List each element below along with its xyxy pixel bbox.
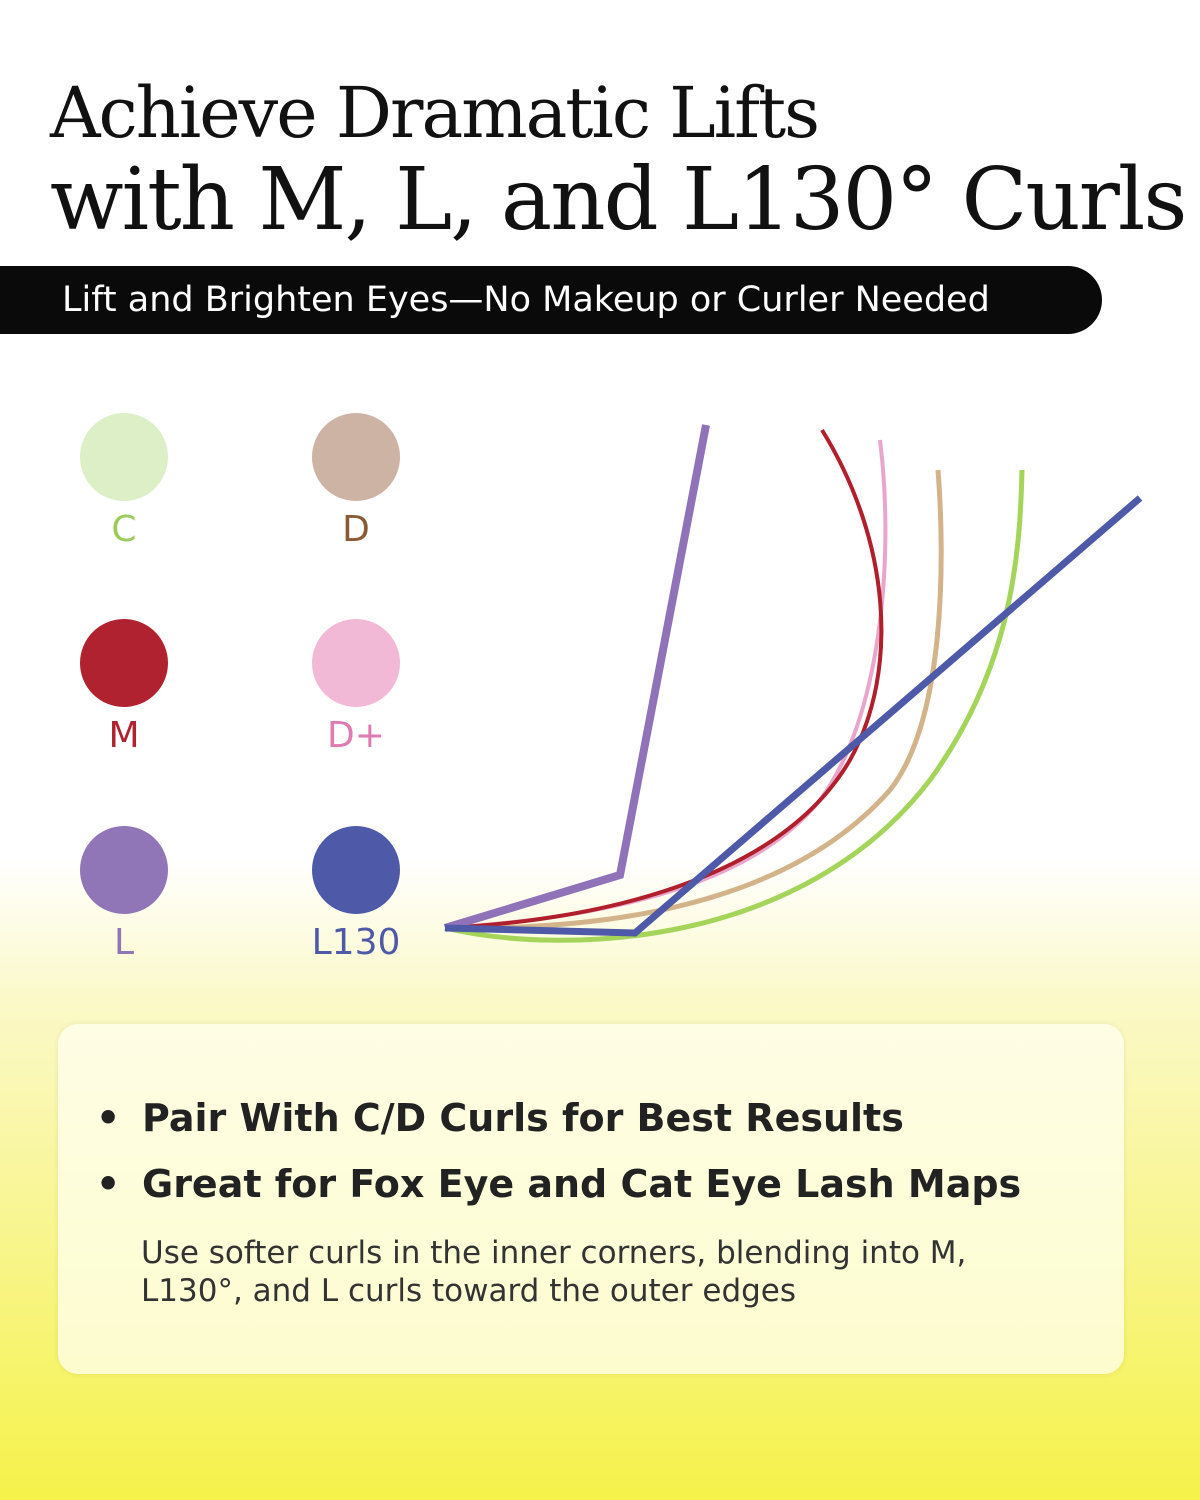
curl-l130-swatch <box>312 826 400 914</box>
title-line-2: with M, L, and L130° Curls <box>50 150 1187 250</box>
curl-m-swatch <box>80 619 168 707</box>
curl-label: D <box>342 509 370 550</box>
curl-dplus-line <box>444 439 888 930</box>
curl-label: C <box>111 509 137 550</box>
curl-d-swatch <box>312 413 400 501</box>
curl-l-line <box>443 424 710 932</box>
subtitle-banner: Lift and Brighten Eyes—No Makeup or Curl… <box>0 266 1102 334</box>
curl-c-swatch <box>80 413 168 501</box>
curl-m-line <box>444 428 884 930</box>
curl-label: M <box>108 715 140 756</box>
curl-l130-line <box>444 495 1143 937</box>
tip-note: Use softer curls in the inner corners, b… <box>141 1235 967 1309</box>
curl-l-swatch <box>80 826 168 914</box>
title-line-1: Achieve Dramatic Lifts <box>50 72 820 154</box>
bullet-item: • Pair With C/D Curls for Best Results <box>96 1096 904 1140</box>
curl-label: L130 <box>311 922 401 963</box>
curl-label: L <box>113 922 135 963</box>
bullet-item: • Great for Fox Eye and Cat Eye Lash Maps <box>96 1162 1022 1206</box>
tips-card <box>58 1024 1124 1374</box>
curl-d-line <box>444 469 944 931</box>
curl-label: D+ <box>327 715 385 756</box>
curl-c-line <box>444 469 1025 943</box>
curl-dplus-swatch <box>312 619 400 707</box>
